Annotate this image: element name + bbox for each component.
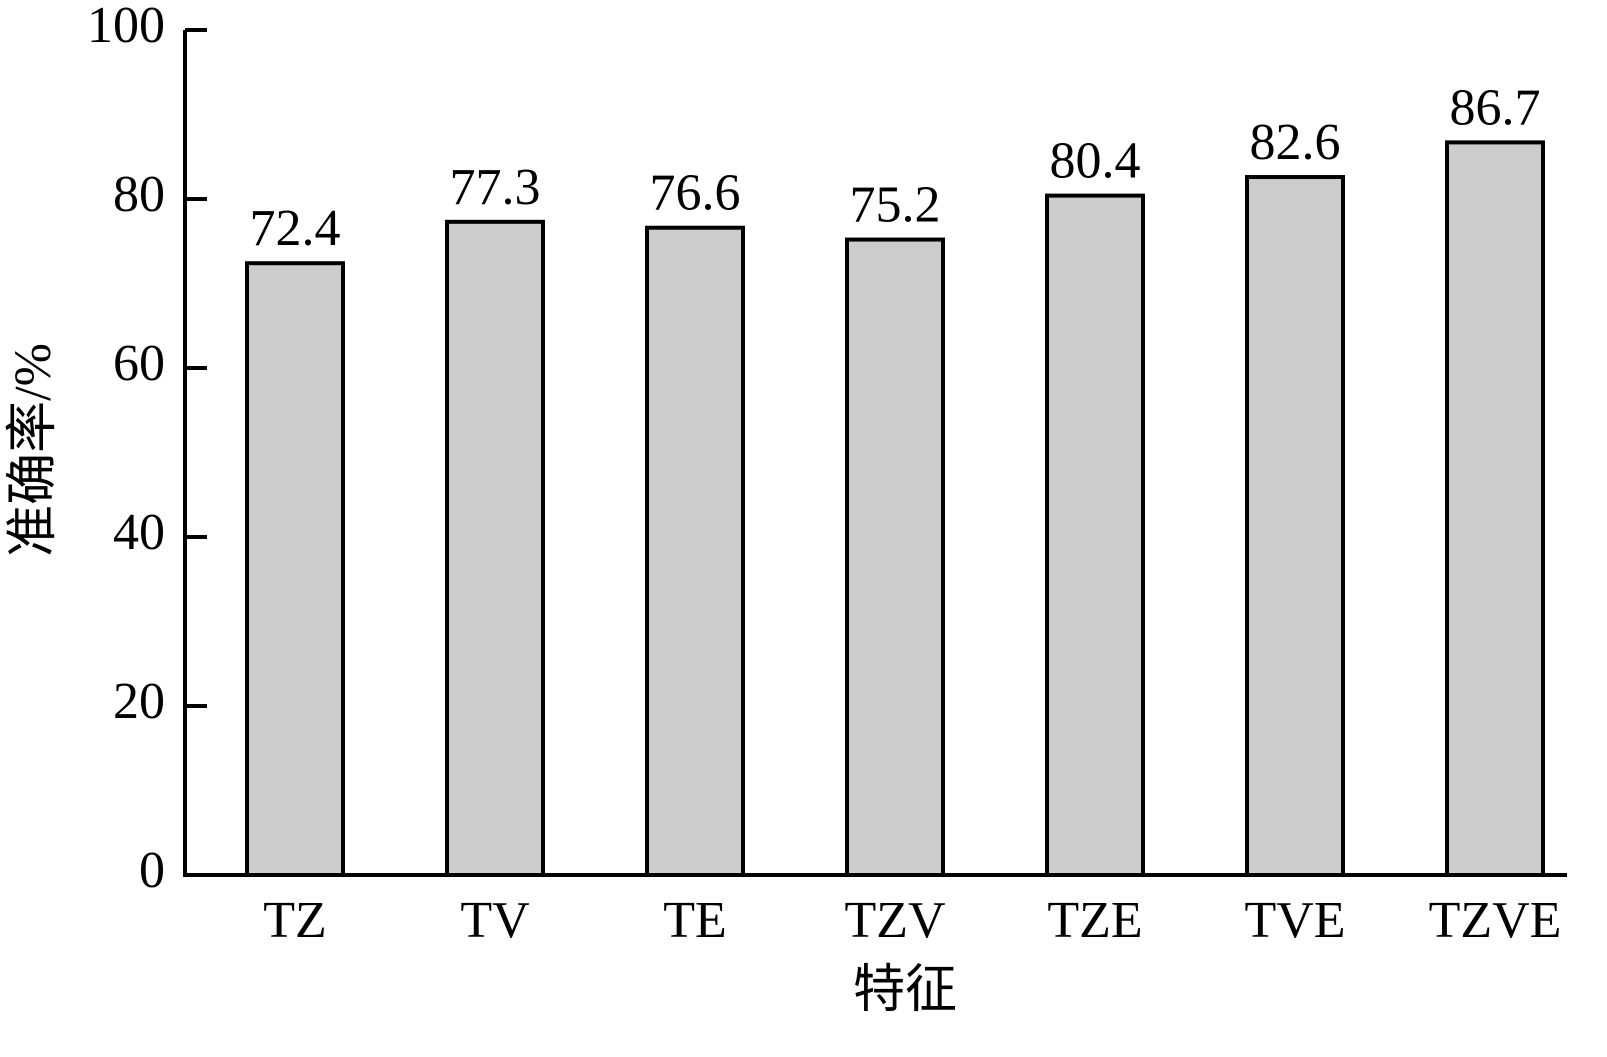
data-label: 77.3 <box>450 159 541 216</box>
data-label: 75.2 <box>850 176 941 233</box>
bar <box>1045 193 1145 877</box>
x-axis-label: 特征 <box>853 962 957 1019</box>
bar <box>1245 175 1345 877</box>
y-tick-label: 0 <box>139 842 165 899</box>
bar <box>645 225 745 878</box>
x-tick-label: TE <box>663 892 727 949</box>
x-tick-label: TZE <box>1047 892 1142 949</box>
data-label: 72.4 <box>250 200 341 257</box>
y-tick-label: 20 <box>113 673 165 730</box>
x-tick-label: TVE <box>1244 892 1345 949</box>
y-tick-label: 80 <box>113 166 165 223</box>
x-tick-label: TZV <box>844 892 945 949</box>
y-tick-label: 40 <box>113 504 165 561</box>
data-label: 76.6 <box>650 165 741 222</box>
y-tick-label: 60 <box>113 335 165 392</box>
y-tick-label: 100 <box>87 0 165 54</box>
x-tick-label: TZVE <box>1429 892 1562 949</box>
data-label: 80.4 <box>1050 133 1141 190</box>
bar <box>445 219 545 877</box>
y-axis-label: 准确率/% <box>5 343 62 557</box>
data-label: 82.6 <box>1250 114 1341 171</box>
bar <box>845 237 945 877</box>
bar <box>245 261 345 878</box>
bar <box>1445 140 1545 877</box>
data-label: 86.7 <box>1450 79 1541 136</box>
x-tick-label: TZ <box>263 892 327 949</box>
x-tick-label: TV <box>460 892 529 949</box>
